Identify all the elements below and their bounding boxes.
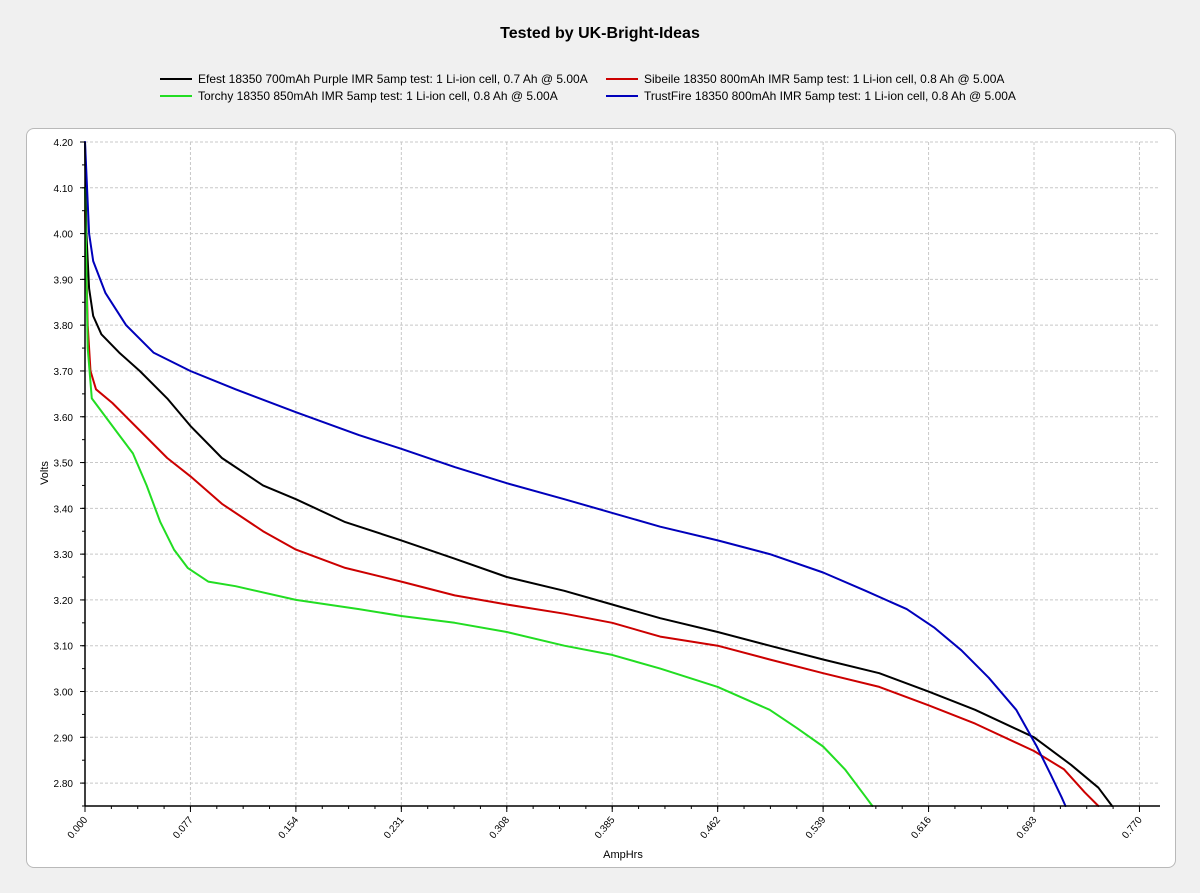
y-tick-label: 3.70 (54, 367, 74, 378)
x-tick-label: 0.308 (488, 815, 513, 842)
x-tick-label: 0.770 (1120, 815, 1145, 842)
x-tick-label: 0.154 (277, 815, 302, 842)
legend-item-torchy: Torchy 18350 850mAh IMR 5amp test: 1 Li-… (160, 89, 558, 103)
y-tick-label: 3.30 (54, 550, 74, 561)
legend-swatch-sibeile (606, 78, 638, 80)
axes: 4.20 4.10 4.00 3.90 3.80 3.70 3.60 3.50 3.40 3.30… (54, 138, 1160, 841)
y-tick-label: 3.00 (54, 688, 74, 699)
y-tick-label: 3.10 (54, 642, 74, 653)
y-tick-label: 4.00 (54, 230, 74, 241)
legend-item-efest: Efest 18350 700mAh Purple IMR 5amp test:… (160, 72, 588, 86)
legend-swatch-torchy (160, 95, 192, 97)
legend-label-efest: Efest 18350 700mAh Purple IMR 5amp test:… (198, 72, 588, 86)
x-tick-label: 0.231 (382, 815, 407, 842)
legend-swatch-trustfire (606, 95, 638, 97)
series-line-trustfire (84, 141, 1067, 807)
y-tick-label: 3.80 (54, 321, 74, 332)
legend-label-trustfire: TrustFire 18350 800mAh IMR 5amp test: 1 … (644, 89, 1016, 103)
x-axis-label: AmpHrs (603, 849, 643, 861)
y-tick-label: 2.80 (54, 779, 74, 790)
legend-label-sibeile: Sibeile 18350 800mAh IMR 5amp test: 1 Li… (644, 72, 1005, 86)
x-tick-label: 0.000 (66, 815, 91, 842)
chart-title: Tested by UK-Bright-Ideas (500, 25, 700, 42)
legend-label-torchy: Torchy 18350 850mAh IMR 5amp test: 1 Li-… (198, 89, 558, 103)
axis-labels: AmpHrs Volts (39, 461, 643, 861)
plot-panel (26, 128, 1176, 868)
y-tick-label: 3.50 (54, 459, 74, 470)
x-tick-label: 0.539 (804, 815, 829, 842)
y-tick-label: 4.10 (54, 184, 74, 195)
y-axis-label: Volts (39, 461, 51, 485)
series-line-efest (84, 141, 1114, 807)
x-tick-label: 0.077 (171, 815, 196, 842)
y-tick-label: 3.40 (54, 504, 74, 515)
series-line-sibeile (84, 209, 1100, 807)
legend-item-sibeile: Sibeile 18350 800mAh IMR 5amp test: 1 Li… (606, 72, 1004, 86)
legend-swatch-efest (160, 78, 192, 80)
y-tick-label: 3.20 (54, 596, 74, 607)
y-tick-label: 3.90 (54, 275, 74, 286)
series-lines (84, 141, 1114, 807)
legend-item-trustfire: TrustFire 18350 800mAh IMR 5amp test: 1 … (606, 89, 1016, 103)
y-tick-label: 2.90 (54, 733, 74, 744)
y-tick-label: 3.60 (54, 413, 74, 424)
x-tick-label: 0.385 (593, 815, 618, 842)
x-tick-label: 0.462 (698, 815, 723, 842)
x-tick-label: 0.616 (909, 815, 934, 842)
series-line-torchy (84, 186, 874, 807)
y-tick-label: 4.20 (54, 138, 74, 149)
x-tick-label: 0.693 (1015, 815, 1040, 842)
